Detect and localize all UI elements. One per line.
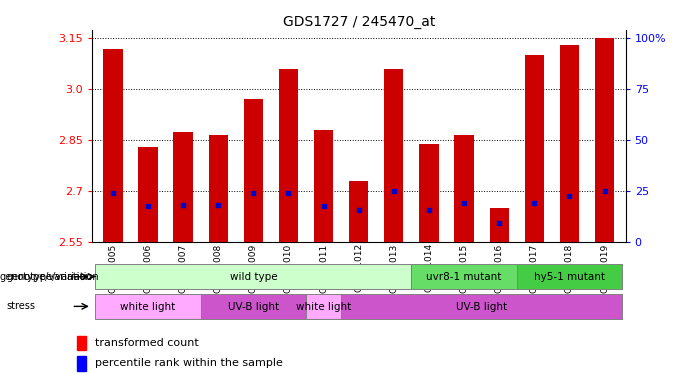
Bar [349, 181, 369, 242]
Text: genotype/variation: genotype/variation [7, 272, 99, 282]
Text: white light: white light [120, 302, 175, 312]
Bar [77, 336, 86, 350]
Bar [209, 135, 228, 242]
Bar [95, 294, 201, 319]
Bar [341, 294, 622, 319]
Text: UV-B light: UV-B light [456, 302, 507, 312]
Text: wild type: wild type [230, 272, 277, 282]
Bar [384, 69, 403, 242]
Bar [454, 135, 474, 242]
Bar [201, 294, 306, 319]
Text: uvr8-1 mutant: uvr8-1 mutant [426, 272, 502, 282]
Title: GDS1727 / 245470_at: GDS1727 / 245470_at [282, 15, 435, 29]
Bar [77, 356, 86, 370]
Bar [243, 99, 263, 242]
Text: stress: stress [7, 302, 36, 311]
Text: transformed count: transformed count [95, 338, 199, 348]
Bar [306, 294, 341, 319]
Bar [95, 264, 411, 289]
Bar [420, 144, 439, 242]
Bar [411, 264, 517, 289]
Bar [138, 147, 158, 242]
Text: genotype/variation: genotype/variation [0, 272, 92, 282]
Bar [103, 49, 122, 242]
Bar [595, 39, 614, 242]
Bar [490, 208, 509, 242]
Bar [525, 56, 544, 242]
Bar [517, 264, 622, 289]
Text: percentile rank within the sample: percentile rank within the sample [95, 358, 283, 368]
Text: white light: white light [296, 302, 351, 312]
Text: UV-B light: UV-B light [228, 302, 279, 312]
Bar [560, 45, 579, 242]
Bar [173, 132, 192, 242]
Bar [279, 69, 298, 242]
Text: hy5-1 mutant: hy5-1 mutant [534, 272, 605, 282]
Bar [314, 130, 333, 242]
